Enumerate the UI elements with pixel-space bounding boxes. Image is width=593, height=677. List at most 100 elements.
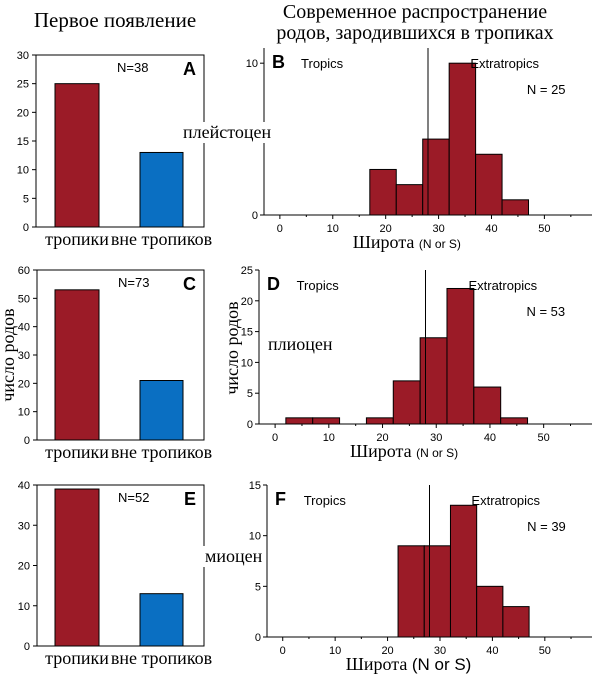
panel-b-xtick-label: 30	[432, 223, 444, 235]
panel-f-xtick-label: 20	[381, 645, 393, 657]
panel-e-letter: E	[184, 489, 196, 509]
panel-c-ytick-label: 40	[18, 322, 30, 334]
panel-a-category-label: тропики	[45, 229, 109, 249]
panel-b-hist-bar	[395, 184, 424, 216]
panel-b-n-label: N = 25	[527, 82, 566, 97]
panel-a-ytick-label: 20	[17, 107, 29, 119]
panel-b-extratropics-label: Extratropics	[470, 56, 539, 71]
panel-c-ytick-label: 30	[18, 350, 30, 362]
left-header: Первое появление	[33, 8, 197, 32]
panel-c-n-label: N=73	[118, 275, 149, 290]
panel-e-ytick-label: 40	[18, 480, 30, 492]
panel-e-ytick-label: 10	[18, 601, 30, 613]
panel-f-xtick-label: 40	[486, 645, 498, 657]
panel-f-xtick-label: 30	[434, 645, 446, 657]
panel-c-bar-tropics	[54, 289, 100, 441]
panel-d-extratropics-label: Extratropics	[468, 278, 537, 293]
right-header-line1: Современное распространение	[282, 1, 548, 23]
panel-a-letter: A	[183, 59, 196, 79]
panel-f-x-axis-label-sub: (N or S)	[412, 655, 472, 674]
panel-c-category-label: вне тропиков	[111, 442, 212, 462]
panel-e-ytick-label: 30	[18, 520, 30, 532]
panel-d-xtick-label: 30	[430, 432, 442, 444]
panel-d-y-axis-label: число родов	[222, 301, 242, 394]
panel-a-ytick-label: 0	[23, 222, 29, 234]
panel-f-n-label: N = 39	[527, 519, 566, 534]
epoch-label-miocene: миоцен	[203, 546, 265, 567]
right-header-line2: родов, зародившихся в тропиках	[276, 22, 554, 44]
panel-b-ytick-label: 0	[252, 210, 258, 222]
panel-e-n-label: N=52	[118, 490, 149, 505]
panel-b-xtick-label: 0	[277, 223, 283, 235]
panel-d-hist-bar	[285, 417, 314, 425]
panel-f-xtick-label: 50	[539, 645, 551, 657]
panel-c-category-label: тропики	[45, 442, 109, 462]
panel-d-xtick-label: 50	[538, 432, 550, 444]
panel-d-ytick-label: 15	[241, 327, 253, 339]
panel-d-hist-bar	[419, 337, 448, 425]
panel-c-ytick-label: 0	[24, 435, 30, 447]
panel-a-ytick-label: 25	[17, 79, 29, 91]
panel-f-hist-bar	[423, 545, 451, 638]
panel-a-ytick-label: 30	[17, 50, 29, 62]
panel-f-ytick-label: 0	[255, 632, 261, 644]
panel-c-bar-extratropics	[139, 380, 184, 441]
panel-c-ytick-label: 50	[18, 293, 30, 305]
panel-d-hist-bar	[392, 380, 421, 425]
panel-b-ytick-label: 10	[246, 58, 258, 70]
panel-b-hist-bar	[369, 168, 397, 216]
panel-f-ytick-label: 5	[255, 581, 261, 593]
panel-d-hist-bar	[500, 417, 529, 425]
panel-b-tropics-label: Tropics	[301, 56, 344, 71]
panel-d-letter: D	[267, 274, 280, 294]
panel-f-hist-bar	[397, 545, 425, 638]
panel-d-x-axis-label-sub: (N or S)	[416, 446, 458, 460]
panel-b-hist-bar	[448, 62, 477, 216]
panel-e-ytick-label: 0	[24, 641, 30, 653]
right-header: Современное распространение родов, зарод…	[240, 2, 590, 44]
panel-f-x-axis-label-main: Широта	[346, 654, 412, 674]
panel-e-category-label: вне тропиков	[111, 648, 212, 668]
panel-d-hist-bar	[473, 386, 502, 425]
panel-d-ytick-label: 0	[247, 419, 253, 431]
panel-d-tropics-label: Tropics	[297, 278, 340, 293]
panel-e-bar-tropics	[54, 488, 100, 647]
panel-b-hist-bar	[422, 138, 450, 216]
panel-e-bar-extratropics	[139, 593, 184, 647]
panel-d-x-axis-label: Широта (N or S)	[350, 441, 458, 461]
panel-d-xtick-label: 40	[484, 432, 496, 444]
panel-f-hist-bar	[449, 504, 478, 638]
panel-a-bar-tropics	[54, 83, 100, 228]
panel-a-ytick-label: 15	[17, 136, 29, 148]
panel-b-letter: B	[272, 52, 285, 72]
panel-e-category-label: тропики	[45, 648, 109, 668]
panel-c-ytick-label: 20	[18, 378, 30, 390]
epoch-label-pleistocene: плейстоцен	[181, 122, 274, 143]
panel-b-xtick-label: 50	[538, 223, 550, 235]
panel-b-xtick-label: 10	[327, 223, 339, 235]
panel-d-hist-bar	[365, 417, 394, 425]
panel-f-hist-bar	[502, 606, 530, 638]
panel-d-x-axis-label-main: Широта	[350, 441, 416, 461]
panel-b-x-axis-label: Широта (N or S)	[353, 232, 461, 252]
panel-b-hist-bar	[475, 153, 503, 216]
panel-f-tropics-label: Tropics	[304, 493, 347, 508]
panel-c-ytick-label: 60	[18, 265, 30, 277]
panel-c-y-axis-label: число родов	[0, 308, 18, 401]
panel-b-xtick-label: 20	[380, 223, 392, 235]
panel-f-extratropics-label: Extratropics	[471, 493, 540, 508]
panel-d-xtick-label: 20	[376, 432, 388, 444]
panel-d-hist-bar	[446, 287, 475, 425]
panel-e-ytick-label: 20	[18, 561, 30, 573]
panel-b-x-axis-label-sub: (N or S)	[419, 237, 461, 251]
panel-f-x-axis-label: Широта (N or S)	[346, 654, 472, 674]
panel-f-xtick-label: 0	[280, 645, 286, 657]
panel-d-ytick-label: 20	[241, 296, 253, 308]
panel-b-hist-bar	[501, 199, 530, 216]
panel-d-hist-bar	[312, 417, 341, 425]
panel-b-xtick-label: 40	[485, 223, 497, 235]
panel-d-n-label: N = 53	[526, 304, 565, 319]
panel-b-x-axis-label-main: Широта	[353, 232, 419, 252]
panel-a-category-label: вне тропиков	[111, 229, 212, 249]
panel-f-hist-bar	[476, 585, 504, 638]
